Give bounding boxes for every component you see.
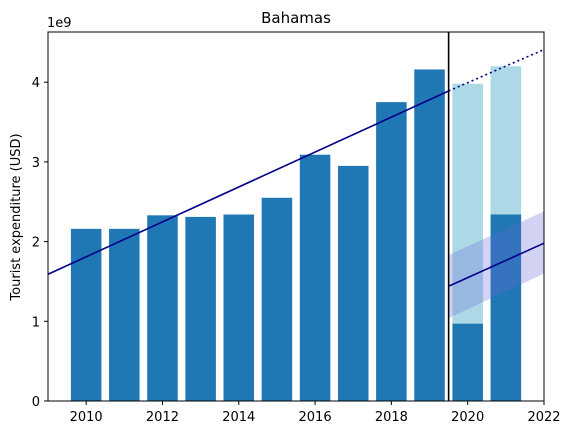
x-tick-label: 2018: [375, 410, 408, 425]
bar-2012: [147, 215, 178, 401]
y-tick-label: 4: [32, 76, 40, 91]
bar-2016: [300, 155, 331, 401]
bar-2010: [71, 229, 102, 401]
x-tick-label: 2012: [146, 410, 179, 425]
y-tick-label: 1: [32, 315, 40, 330]
bar-2018: [376, 102, 407, 401]
y-tick-label: 0: [32, 395, 40, 410]
bar-2020: [452, 324, 483, 401]
y-multiplier-label: 1e9: [47, 16, 72, 31]
x-tick-label: 2016: [299, 410, 332, 425]
bar-2019: [414, 69, 445, 401]
bar-2017: [338, 166, 369, 401]
x-tick-label: 2022: [527, 410, 560, 425]
y-tick-label: 2: [32, 236, 40, 251]
y-axis-label: Tourist expenditure (USD): [9, 133, 24, 301]
y-tick-label: 3: [32, 156, 40, 171]
chart-title: Bahamas: [261, 9, 331, 27]
bar-2013: [185, 217, 216, 401]
plot-area: 2010 2012 2014 2016 2018 2020 2022 0 1 2 3 4: [32, 32, 561, 425]
x-tick-label: 2020: [451, 410, 484, 425]
x-tick-label: 2014: [222, 410, 255, 425]
x-tick-label: 2010: [70, 410, 103, 425]
bar-2015: [262, 198, 293, 401]
bar-2011: [109, 229, 140, 401]
bar-2014: [224, 215, 255, 401]
